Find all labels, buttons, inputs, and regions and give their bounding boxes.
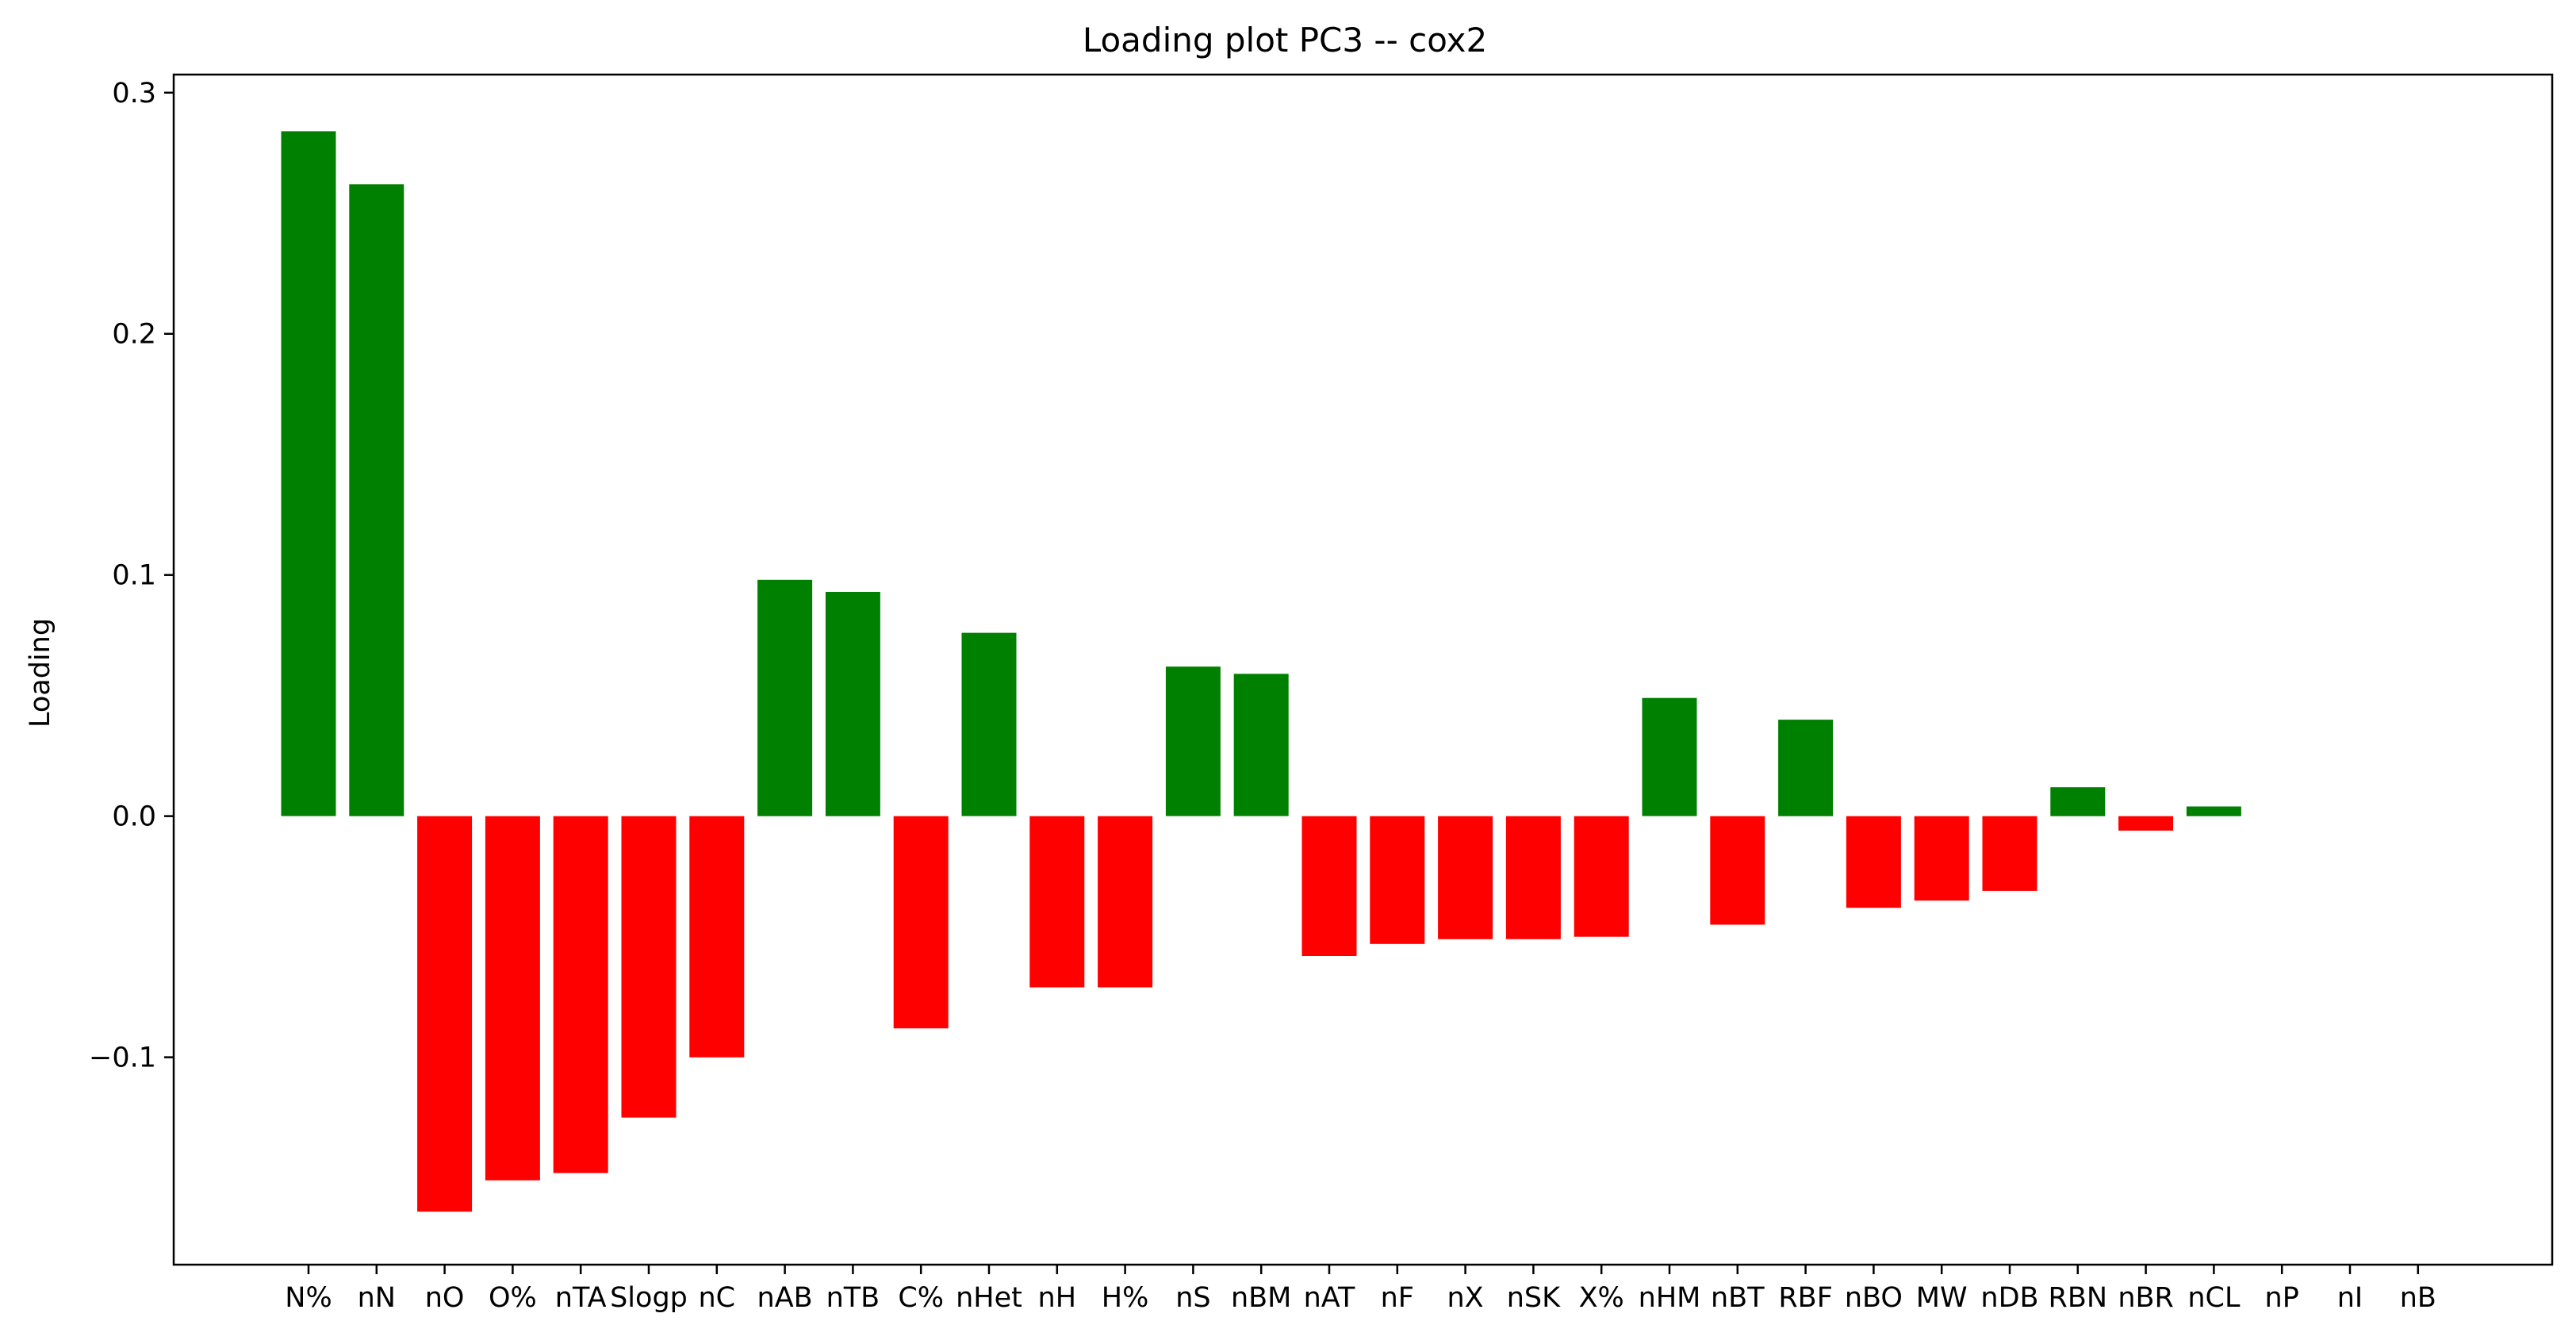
- bar-nX: [1438, 816, 1493, 939]
- bar-nHM: [1642, 697, 1697, 816]
- bar-N%: [281, 131, 336, 816]
- x-tick-label: RBN: [2049, 1282, 2108, 1314]
- x-tick-label: H%: [1102, 1282, 1149, 1314]
- x-tick-label: nF: [1381, 1282, 1414, 1314]
- bar-nBR: [2118, 816, 2174, 831]
- bar-nDB: [1982, 816, 2037, 891]
- x-tick-label: X%: [1579, 1282, 1624, 1314]
- x-tick-label: nC: [698, 1282, 735, 1314]
- bar-nBM: [1233, 674, 1289, 816]
- bar-MW: [1914, 816, 1969, 901]
- x-tick-label: nBR: [2118, 1282, 2174, 1314]
- x-tick-label: nX: [1447, 1282, 1484, 1314]
- x-tick-label: nSK: [1507, 1282, 1561, 1314]
- x-tick-label: N%: [285, 1282, 332, 1314]
- x-tick-label: nB: [2400, 1282, 2436, 1314]
- y-tick-label: 0.1: [112, 560, 156, 592]
- y-tick-label: 0.2: [112, 319, 156, 351]
- x-tick-label: nBO: [1845, 1282, 1903, 1314]
- y-tick-label: 0.0: [112, 801, 156, 833]
- x-tick-label: nHet: [956, 1282, 1022, 1314]
- bar-nBT: [1710, 816, 1765, 925]
- x-tick-label: nN: [358, 1282, 396, 1314]
- bar-nH: [1029, 816, 1085, 988]
- x-tick-label: C%: [898, 1282, 944, 1314]
- bar-nAT: [1301, 816, 1357, 956]
- bar-nF: [1370, 816, 1425, 944]
- x-tick-label: nS: [1175, 1282, 1210, 1314]
- bar-H%: [1098, 816, 1153, 988]
- y-tick-label: −0.1: [89, 1043, 156, 1074]
- x-tick-label: MW: [1916, 1282, 1968, 1314]
- bar-RBN: [2050, 787, 2106, 816]
- bar-nHet: [961, 632, 1017, 816]
- x-tick-label: RBF: [1778, 1282, 1832, 1314]
- bar-C%: [893, 816, 949, 1029]
- bar-nS: [1165, 666, 1221, 816]
- y-axis-ticks: −0.1 0.0 0.1 0.2 0.3: [89, 78, 174, 1074]
- x-tick-label: nO: [425, 1282, 465, 1314]
- bar-nCL: [2186, 806, 2241, 816]
- plot-frame: [172, 73, 2554, 1266]
- bar-nTB: [825, 592, 880, 816]
- x-tick-label: nCL: [2187, 1282, 2241, 1314]
- bar-nTA: [553, 816, 608, 1173]
- x-tick-label: nI: [2337, 1282, 2363, 1314]
- x-tick-label: nBM: [1231, 1282, 1291, 1314]
- x-tick-label: nAB: [757, 1282, 813, 1314]
- bar-nO: [417, 816, 473, 1212]
- bars-group: [281, 131, 2241, 1212]
- x-tick-label: O%: [489, 1282, 537, 1314]
- x-tick-label: Slogp: [610, 1282, 688, 1314]
- x-tick-label: nBT: [1711, 1282, 1765, 1314]
- y-tick-label: 0.3: [112, 78, 156, 109]
- x-tick-label: nTA: [555, 1282, 607, 1314]
- x-tick-label: nHM: [1639, 1282, 1701, 1314]
- x-tick-label: nAT: [1304, 1282, 1355, 1314]
- bar-O%: [485, 816, 540, 1181]
- chart-title: Loading plot PC3 -- cox2: [1083, 21, 1487, 60]
- x-tick-label: nH: [1038, 1282, 1077, 1314]
- bar-nAB: [757, 579, 813, 816]
- bar-nN: [349, 184, 404, 816]
- bar-nC: [689, 816, 745, 1058]
- x-tick-label: nP: [2265, 1282, 2299, 1314]
- y-axis-label: Loading: [25, 618, 56, 728]
- x-axis-ticks: N% nN nO O% nTA Slogp nC nAB nTB C% nHet nH H% nS nBM n…: [285, 1265, 2436, 1314]
- bar-nSK: [1505, 816, 1561, 939]
- x-tick-label: nTB: [826, 1282, 880, 1314]
- bar-nBO: [1846, 816, 1901, 908]
- bar-Slogp: [621, 816, 677, 1118]
- bar-RBF: [1778, 720, 1834, 816]
- bar-X%: [1574, 816, 1629, 937]
- x-tick-label: nDB: [1980, 1282, 2038, 1314]
